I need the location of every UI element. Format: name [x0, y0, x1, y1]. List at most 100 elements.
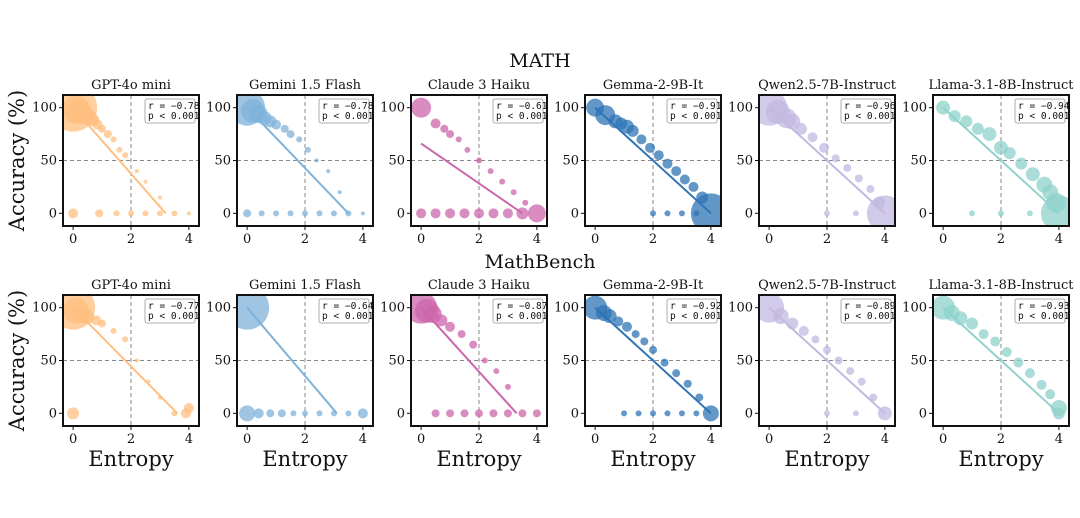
data-point: [280, 124, 289, 133]
data-point: [116, 146, 123, 153]
y-tick-label: 0: [397, 406, 405, 421]
y-tick-label: 100: [380, 101, 405, 116]
panel-title: Qwen2.5-7B-Instruct: [758, 278, 897, 293]
data-point: [134, 169, 139, 174]
plot-area: [933, 95, 1069, 226]
stats-box: [1014, 98, 1066, 124]
data-point: [613, 316, 624, 327]
plot-area: [63, 295, 199, 426]
data-point: [1026, 210, 1033, 217]
panel-title: Gemma-2-9B-It: [603, 78, 704, 93]
x-tick-label: 4: [185, 232, 193, 247]
data-point: [330, 210, 337, 217]
data-point: [794, 122, 807, 135]
panel-title: Claude 3 Haiku: [428, 278, 530, 293]
stats-box: [318, 98, 370, 124]
plot-area: [411, 95, 547, 226]
y-tick-label: 100: [902, 101, 927, 116]
data-point: [183, 403, 194, 414]
y-tick-label: 50: [214, 354, 231, 369]
stat-p: p < 0.001: [844, 111, 896, 122]
x-tick-label: 4: [533, 432, 541, 447]
y-tick-label: 100: [380, 301, 405, 316]
plot-area: [585, 95, 721, 226]
data-point: [357, 408, 368, 419]
data-point: [824, 210, 830, 217]
y-axis-label: Accuracy (%): [5, 290, 29, 432]
data-point: [679, 174, 690, 185]
data-point: [978, 329, 989, 340]
data-point: [128, 210, 134, 217]
panel-title: Llama-3.1-8B-Instruct: [928, 78, 1074, 93]
x-tick-label: 0: [591, 432, 599, 447]
y-tick-label: 50: [40, 154, 57, 169]
data-point: [635, 410, 642, 417]
data-point: [481, 357, 488, 364]
y-tick-label: 50: [910, 354, 927, 369]
stat-p: p < 0.001: [148, 311, 200, 322]
data-point: [110, 136, 117, 143]
y-axis-label: Accuracy (%): [5, 90, 29, 232]
data-point: [67, 407, 80, 420]
data-point: [360, 211, 365, 216]
data-point: [650, 210, 656, 217]
x-tick-label: 2: [475, 432, 483, 447]
y-tick-label: 100: [728, 101, 753, 116]
regression-line: [942, 306, 1060, 415]
data-point: [1036, 379, 1047, 390]
data-point: [672, 369, 681, 378]
data-point: [337, 190, 342, 195]
data-point: [475, 409, 483, 418]
y-tick-label: 100: [554, 301, 579, 316]
x-tick-label: 0: [243, 232, 251, 247]
stat-r: r = −0.92: [670, 301, 721, 312]
data-point: [688, 181, 699, 192]
data-point: [948, 110, 961, 123]
y-tick-label: 100: [728, 301, 753, 316]
x-tick-label: 0: [417, 432, 425, 447]
data-point: [504, 383, 511, 390]
regression-line: [768, 106, 886, 215]
data-point: [304, 146, 311, 153]
data-point: [960, 115, 973, 128]
y-tick-label: 100: [32, 301, 57, 316]
data-point: [693, 210, 700, 217]
regression-line: [942, 106, 1060, 215]
data-point: [772, 308, 789, 325]
data-point: [286, 130, 295, 139]
regression-line: [768, 306, 886, 415]
x-tick-label: 0: [939, 432, 947, 447]
data-point: [843, 163, 852, 172]
data-point: [122, 336, 129, 343]
x-tick-label: 0: [765, 432, 773, 447]
x-tick-label: 2: [649, 432, 657, 447]
x-tick-label: 2: [997, 232, 1005, 247]
data-point: [518, 409, 527, 418]
data-point: [253, 408, 264, 419]
plot-area: [237, 295, 373, 426]
x-tick-label: 0: [591, 232, 599, 247]
data-point: [811, 335, 820, 344]
row-title: MathBench: [485, 251, 596, 273]
data-point: [819, 142, 830, 153]
data-point: [969, 210, 976, 217]
y-tick-label: 0: [571, 206, 579, 221]
data-point: [834, 356, 843, 365]
data-point: [502, 208, 513, 219]
data-point: [171, 210, 178, 217]
data-point: [446, 130, 455, 139]
x-tick-label: 2: [301, 232, 309, 247]
data-point: [522, 199, 529, 206]
data-point: [683, 379, 692, 388]
data-point: [459, 208, 470, 219]
data-point: [866, 185, 875, 194]
stat-r: r = −0.93: [1018, 301, 1069, 312]
data-point: [445, 208, 456, 219]
stat-r: r = −0.78: [148, 101, 200, 112]
stat-r: r = −0.64: [322, 301, 374, 312]
stat-r: r = −0.78: [322, 101, 374, 112]
data-point: [440, 124, 449, 133]
data-point: [98, 124, 107, 133]
data-point: [852, 410, 859, 417]
stat-p: p < 0.001: [670, 311, 722, 322]
